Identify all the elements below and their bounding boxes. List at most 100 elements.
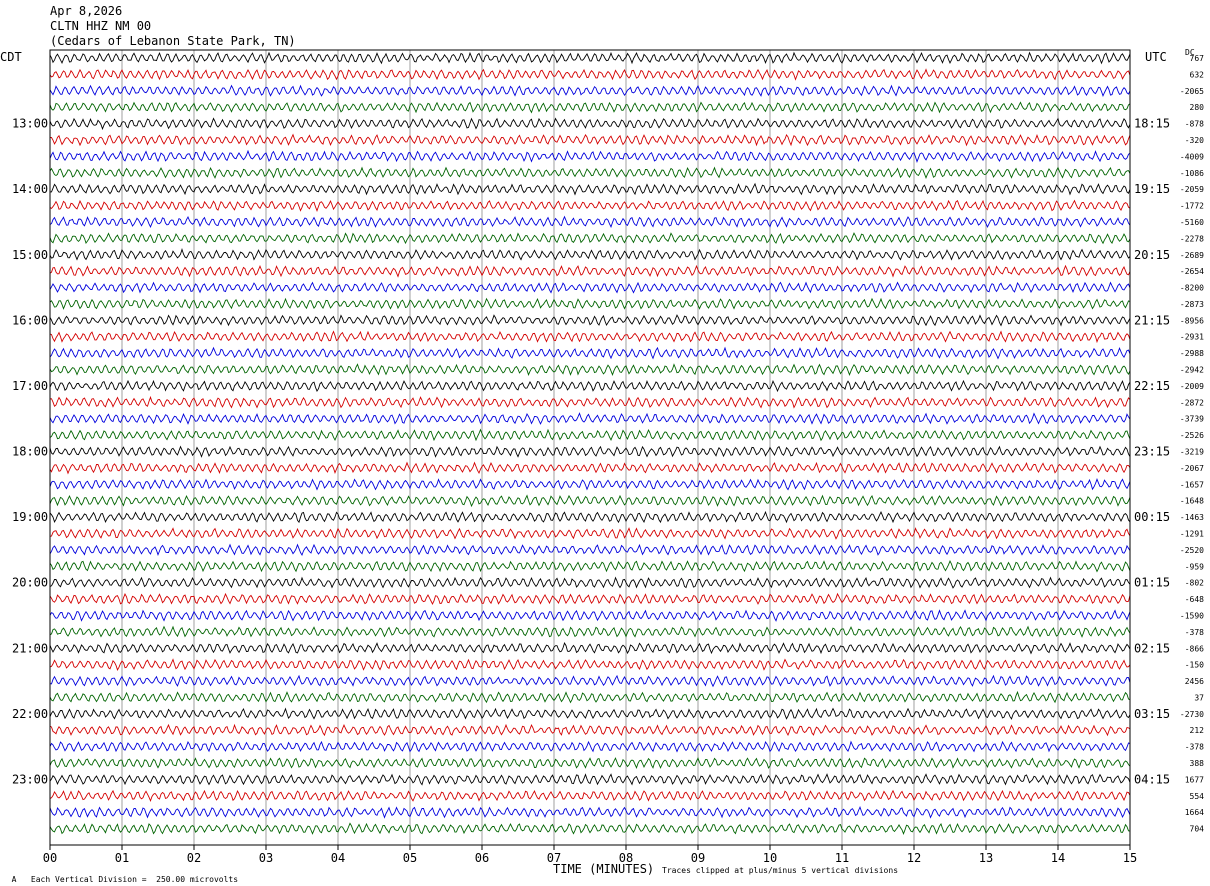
x-tick-label-03: 03 [259, 851, 273, 865]
dc-offset-value: -802 [1185, 579, 1204, 588]
trace-row [49, 789, 1131, 803]
trace-row [49, 133, 1131, 147]
right-hour-labels: 18:15 19:15 20:15 21:15 22:15 23:15 00:15 01:15… [1134, 117, 1170, 787]
trace-row [49, 609, 1131, 622]
dc-offset-value: -378 [1185, 628, 1204, 637]
x-tick-label-01: 01 [115, 851, 129, 865]
dc-offset-value: -648 [1185, 595, 1204, 604]
dc-offset-value: -1657 [1180, 480, 1204, 489]
right-hour-label: 00:15 [1134, 510, 1170, 524]
dc-offset-value: -1590 [1180, 611, 1204, 620]
x-tick-label-09: 09 [691, 851, 705, 865]
trace-row [49, 84, 1131, 98]
left-hour-label: 14:00 [12, 182, 48, 196]
dc-offset-value: -1772 [1180, 202, 1204, 211]
x-tick-label-15: 15 [1123, 851, 1137, 865]
trace-row [49, 68, 1131, 81]
right-hour-label: 03:15 [1134, 707, 1170, 721]
scale-note-text: Each Vertical Division = 250.00 microvol… [30, 875, 239, 884]
trace-row [49, 395, 1131, 409]
dc-offset-value: 280 [1190, 103, 1205, 112]
trace-row [49, 51, 1131, 65]
trace-row [49, 428, 1131, 442]
left-hour-label: 19:00 [12, 510, 48, 524]
x-tick-label-05: 05 [403, 851, 417, 865]
left-hour-label: 18:00 [12, 445, 48, 459]
trace-row [49, 379, 1131, 393]
trace-row [49, 757, 1131, 770]
clip-note: Traces clipped at plus/minus 5 vertical … [662, 866, 899, 875]
dc-offset-value: -2942 [1180, 366, 1204, 375]
dc-offset-value: -378 [1185, 743, 1204, 752]
trace-row [49, 101, 1131, 114]
plot-frame [49, 49, 1131, 846]
trace-row [49, 117, 1131, 131]
left-hour-label: 15:00 [12, 248, 48, 262]
dc-offset-value: -2689 [1180, 251, 1204, 260]
dc-offset-value: 1677 [1185, 775, 1204, 784]
left-timezone-label: CDT [0, 50, 22, 64]
trace-row [49, 592, 1131, 606]
trace-row [49, 281, 1131, 294]
left-hour-labels: 13:00 14:00 15:00 16:00 17:00 18:00 19:00 20:00… [12, 117, 48, 787]
trace-row [49, 314, 1131, 327]
left-hour-label: 22:00 [12, 707, 48, 721]
dc-offset-value: -1648 [1180, 497, 1204, 506]
dc-offset-value: -2520 [1180, 546, 1204, 555]
dc-offset-value: -2065 [1180, 87, 1204, 96]
x-tick-label-14: 14 [1051, 851, 1065, 865]
dc-offset-value: 2456 [1185, 677, 1204, 686]
trace-row [49, 445, 1131, 458]
dc-offset-value: -2278 [1180, 234, 1204, 243]
minute-gridlines [121, 50, 1059, 845]
dc-offset-value: 704 [1190, 825, 1205, 834]
trace-row [49, 805, 1131, 819]
trace-row [49, 658, 1131, 672]
dc-offset-value: -2873 [1180, 300, 1204, 309]
right-hour-label: 02:15 [1134, 641, 1170, 655]
dc-offset-value: -2009 [1180, 382, 1204, 391]
left-hour-label: 13:00 [12, 117, 48, 131]
trace-row [49, 510, 1131, 524]
dc-offset-value: 767 [1190, 54, 1205, 63]
right-hour-label: 04:15 [1134, 772, 1170, 786]
seismic-traces [49, 51, 1131, 835]
x-tick-label-10: 10 [763, 851, 777, 865]
trace-row [49, 346, 1131, 360]
dc-offset-value: -150 [1185, 661, 1204, 670]
trace-row [49, 149, 1131, 163]
trace-row [49, 543, 1131, 557]
dc-offset-value: -3219 [1180, 448, 1204, 457]
left-hour-label: 16:00 [12, 313, 48, 327]
trace-row [49, 461, 1131, 475]
trace-row [49, 690, 1131, 704]
dc-offset-value: -959 [1185, 562, 1204, 571]
right-hour-label: 01:15 [1134, 576, 1170, 590]
dc-offset-value: -320 [1185, 136, 1204, 145]
right-hour-label: 19:15 [1134, 182, 1170, 196]
trace-row [49, 166, 1131, 180]
dc-offset-value: -2931 [1180, 333, 1204, 342]
dc-offset-value: -2526 [1180, 431, 1204, 440]
trace-row [49, 199, 1131, 213]
trace-row [49, 773, 1131, 786]
left-hour-label: 17:00 [12, 379, 48, 393]
dc-offset-value: -2988 [1180, 349, 1204, 358]
dc-offset-value: -2059 [1180, 185, 1204, 194]
trace-row [49, 232, 1131, 245]
trace-row [49, 723, 1131, 737]
right-timezone-label: UTC [1145, 50, 1167, 64]
trace-row [49, 740, 1131, 753]
trace-row [49, 576, 1131, 589]
date-label: Apr 8,2026 [50, 4, 123, 18]
x-tick-label-02: 02 [187, 851, 201, 865]
right-hour-label: 18:15 [1134, 117, 1170, 131]
dc-offset-value: -2654 [1180, 267, 1204, 276]
right-hour-label: 23:15 [1134, 445, 1170, 459]
dc-offset-value: -2872 [1180, 398, 1204, 407]
dc-offset-value: -5160 [1180, 218, 1204, 227]
dc-offset-value: -8200 [1180, 284, 1204, 293]
location-label: (Cedars of Lebanon State Park, TN) [50, 34, 296, 48]
trace-row [49, 215, 1131, 228]
